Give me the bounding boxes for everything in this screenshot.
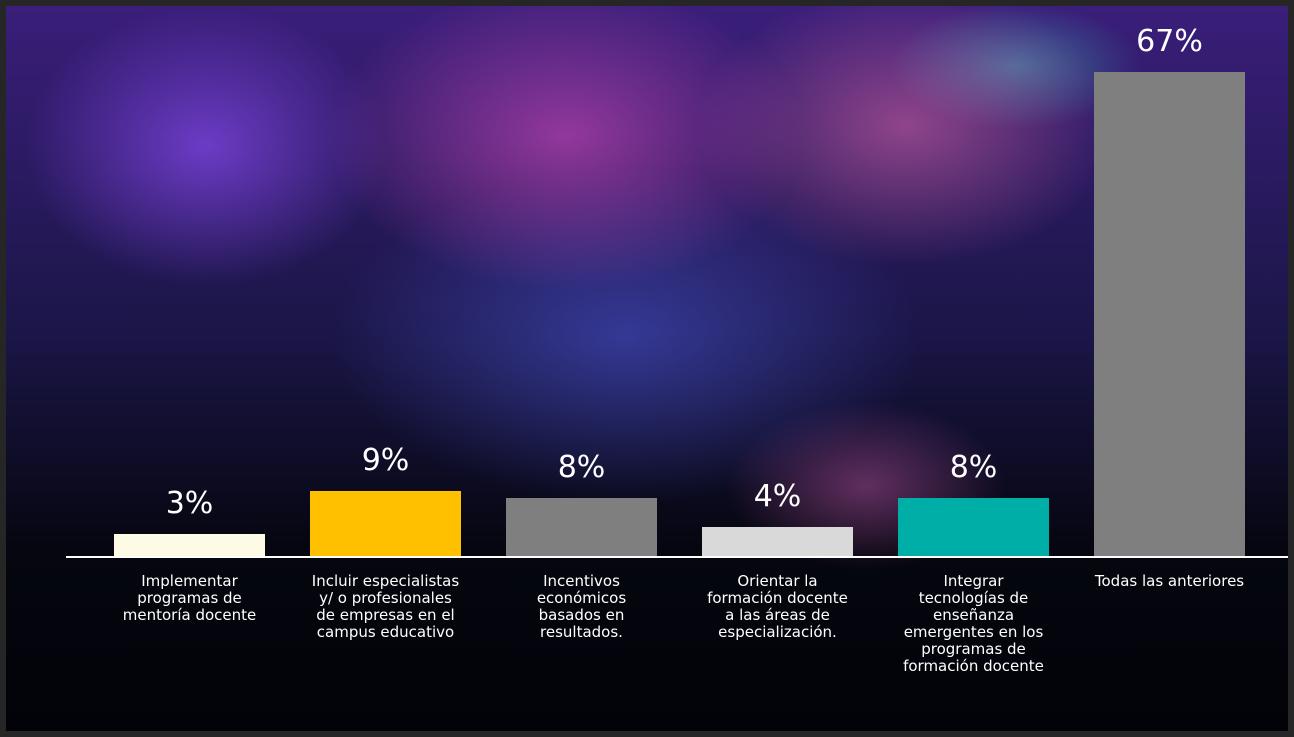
value-label: 8%	[949, 450, 998, 486]
value-label: 4%	[753, 479, 802, 515]
bar	[1094, 72, 1245, 556]
bar	[898, 498, 1049, 556]
category-label: Integrar tecnologías de enseñanza emerge…	[903, 572, 1044, 675]
bar	[702, 527, 853, 556]
category-label: Orientar la formación docente a las área…	[707, 572, 848, 641]
bar	[506, 498, 657, 556]
bar	[310, 490, 461, 556]
value-label: 3%	[165, 486, 214, 522]
value-label: 9%	[361, 442, 410, 478]
bar	[114, 534, 265, 556]
category-label: Incentivos económicos basados en resulta…	[536, 572, 627, 641]
category-label: Todas las anteriores	[1094, 572, 1245, 590]
baseline	[66, 556, 1288, 558]
value-label: 8%	[557, 450, 606, 486]
category-label: Implementar programas de mentoría docent…	[122, 572, 257, 624]
category-label: Incluir especialistas y/ o profesionales…	[311, 572, 460, 641]
value-label: 67%	[1136, 24, 1203, 59]
